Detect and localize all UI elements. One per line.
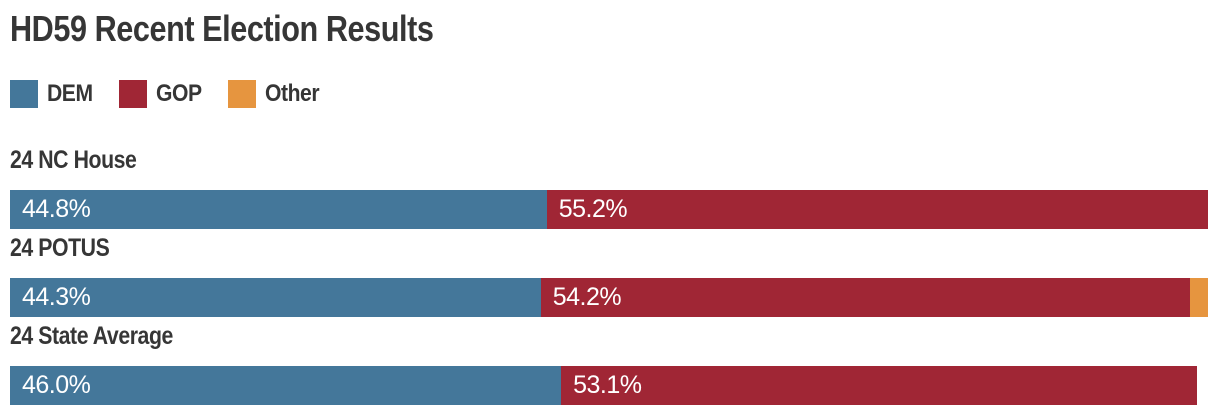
- bar: 46.0% 53.1%: [10, 366, 1208, 405]
- chart-title: HD59 Recent Election Results: [10, 8, 434, 49]
- legend-label-other: Other: [264, 80, 320, 107]
- bar-segment-dem: 46.0%: [10, 366, 562, 405]
- category-label: 24 State Average: [10, 322, 173, 350]
- bar-value-label: 54.2%: [552, 283, 622, 311]
- bar-segment-dem: 44.8%: [10, 190, 547, 229]
- bar: 44.3% 54.2%: [10, 278, 1208, 317]
- bar-segment-other: [1190, 278, 1208, 317]
- bar-row: 24 NC House 44.8% 55.2%: [10, 148, 1208, 229]
- bar-segment-gop: 53.1%: [561, 366, 1198, 405]
- legend: DEM GOP Other: [10, 80, 1208, 108]
- legend-item-gop: GOP: [118, 80, 208, 108]
- bar-value-label: 55.2%: [558, 195, 628, 223]
- bar-value-label: 46.0%: [22, 371, 91, 399]
- legend-label-dem: DEM: [47, 80, 93, 107]
- bar-value-label: 44.8%: [22, 195, 91, 223]
- legend-label-gop: GOP: [155, 80, 202, 107]
- legend-swatch-other: [227, 80, 256, 108]
- legend-swatch-dem: [10, 80, 38, 108]
- bar-value-label: 53.1%: [573, 371, 642, 399]
- legend-item-dem: DEM: [10, 80, 99, 108]
- chart-container: HD59 Recent Election Results DEM GOP Oth…: [10, 8, 1208, 405]
- bar-value-label: 44.3%: [22, 283, 91, 311]
- category-label: 24 NC House: [10, 146, 137, 174]
- bar-segment-dem: 44.3%: [10, 278, 541, 317]
- legend-item-other: Other: [227, 80, 327, 108]
- bar: 44.8% 55.2%: [10, 190, 1208, 229]
- bar-segment-gop: 54.2%: [540, 278, 1191, 317]
- bar-chart: 24 NC House 44.8% 55.2% 24 POTUS 44.3% 54.2% 2…: [10, 148, 1208, 405]
- bar-row: 24 State Average 46.0% 53.1%: [10, 324, 1208, 405]
- legend-swatch-gop: [118, 80, 147, 108]
- bar-row: 24 POTUS 44.3% 54.2%: [10, 236, 1208, 317]
- category-label: 24 POTUS: [10, 234, 110, 262]
- bar-segment-gop: 55.2%: [546, 190, 1208, 229]
